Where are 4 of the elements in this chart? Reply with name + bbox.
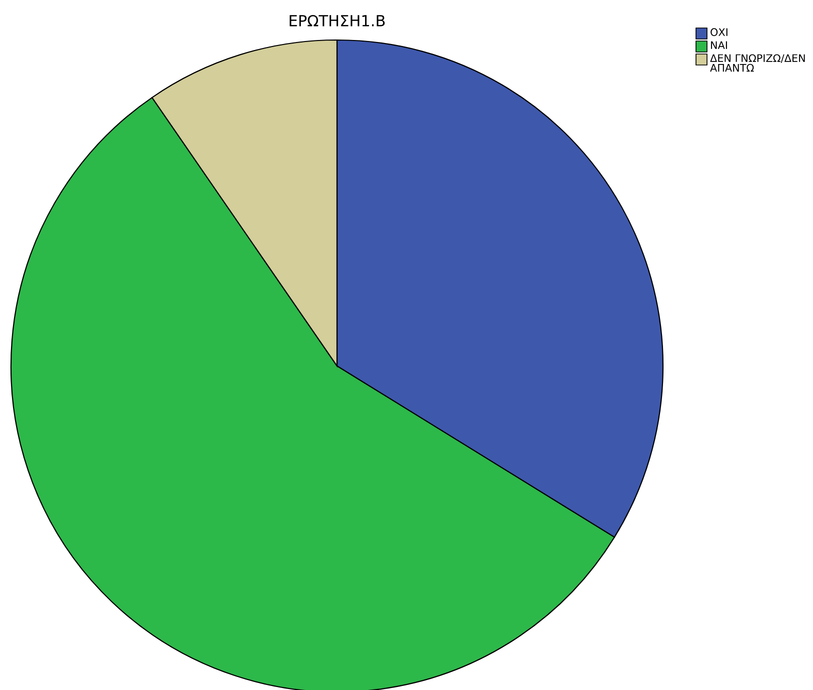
legend-label: ΔΕΝ ΓΝΩΡΙΖΩ/ΔΕΝ ΑΠΑΝΤΩ: [710, 54, 805, 72]
legend-label: ΝΑΙ: [711, 41, 727, 49]
legend-label: ΟΧΙ: [710, 28, 728, 36]
chart-title: ΕΡΩΤΗΣΗ1.Β: [290, 14, 385, 26]
